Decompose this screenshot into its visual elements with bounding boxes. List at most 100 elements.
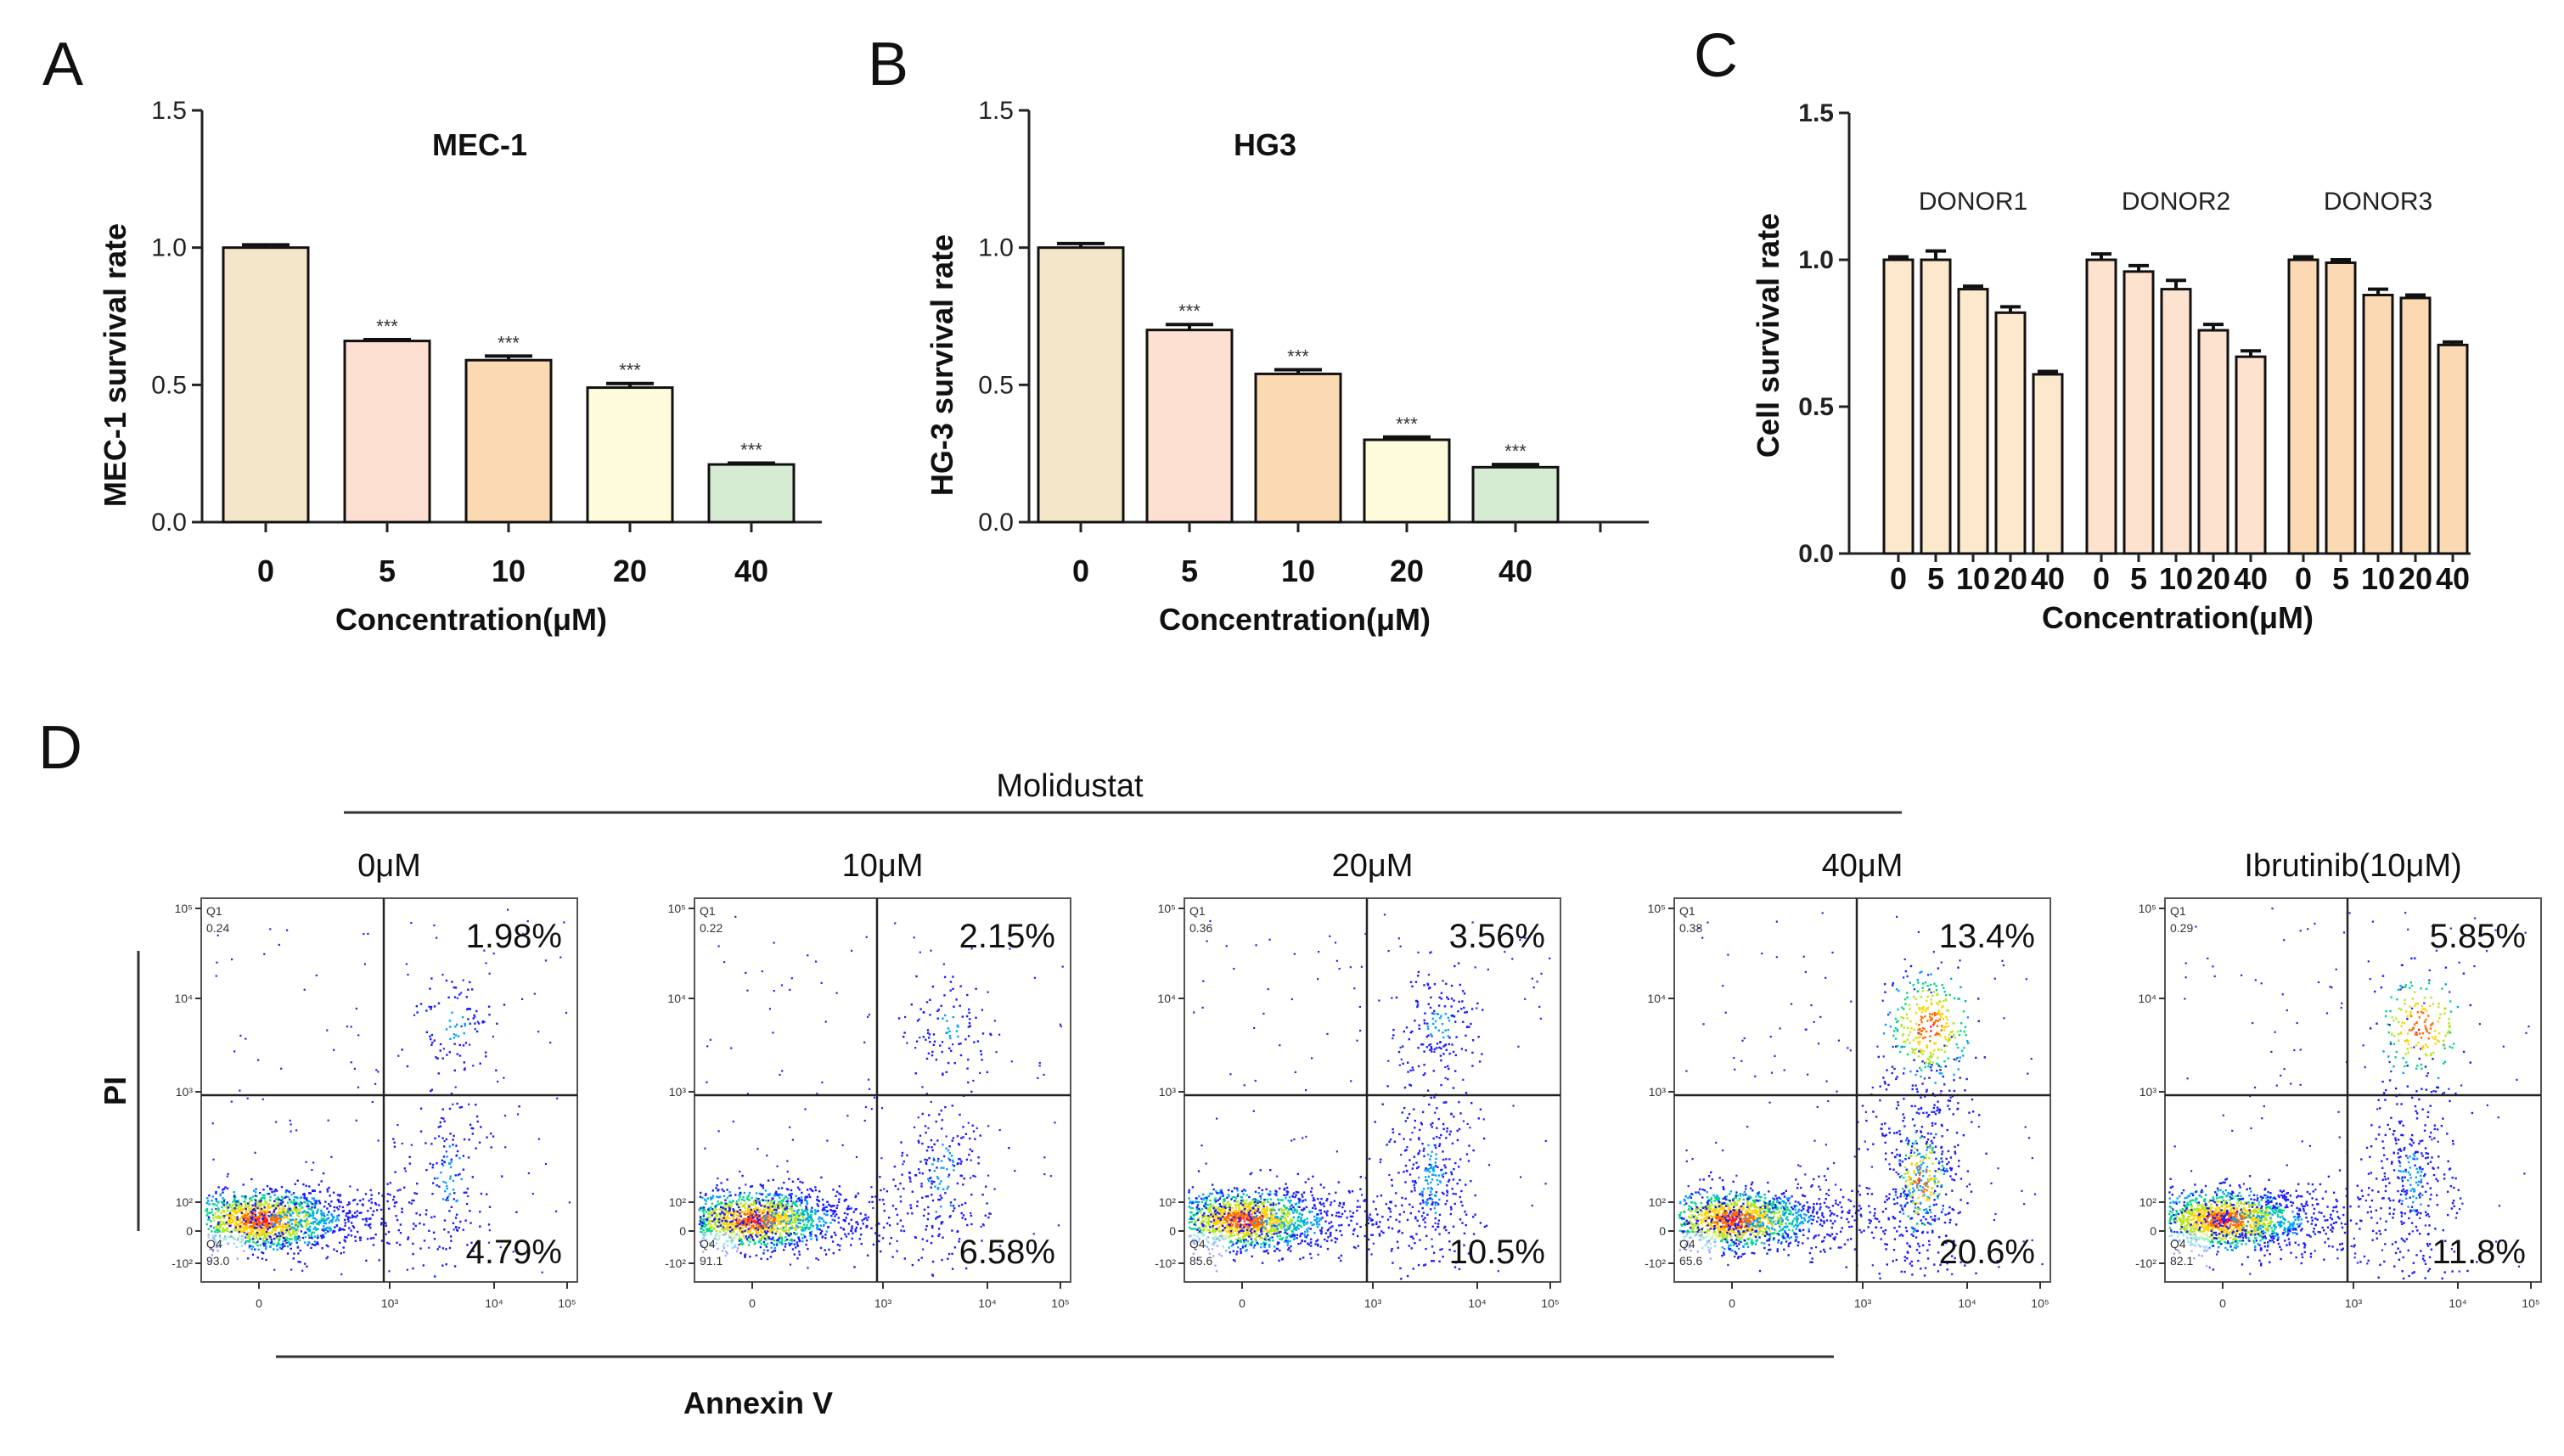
scatter-point <box>243 1228 245 1232</box>
scatter-point <box>730 1225 733 1228</box>
scatter-point <box>708 1219 711 1222</box>
scatter-point <box>306 1205 308 1208</box>
scatter-point <box>290 1123 292 1126</box>
scatter-point <box>287 1195 290 1199</box>
scatter-point <box>957 1035 959 1038</box>
scatter-point <box>770 1223 773 1225</box>
scatter-point <box>765 1195 768 1199</box>
scatter-point <box>277 1201 279 1205</box>
scatter-point <box>406 1268 408 1271</box>
late-apoptosis-percent: 1.98% <box>466 918 562 955</box>
scatter-point <box>782 1218 785 1221</box>
scatter-point <box>260 1202 262 1206</box>
scatter-point <box>466 1244 469 1246</box>
scatter-point <box>833 1211 835 1213</box>
scatter-point <box>845 1217 847 1219</box>
scatter-point <box>343 1251 346 1254</box>
scatter-point <box>942 963 945 965</box>
scatter-point <box>273 1194 276 1196</box>
scatter-point <box>751 1214 753 1217</box>
scatter-point <box>226 1187 229 1189</box>
scatter-point <box>749 1233 752 1235</box>
scatter-point <box>432 1182 435 1184</box>
y-tick-label: 0.0 <box>978 509 1014 537</box>
chart-c: Cell survival rate Concentration(μM) 0.0… <box>1751 99 2471 635</box>
scatter-point <box>1221 1208 1223 1211</box>
scatter-point <box>1250 1229 1253 1232</box>
scatter-point <box>796 1211 799 1214</box>
scatter-point <box>751 1236 754 1239</box>
scatter-point <box>1269 1190 1272 1193</box>
scatter-point <box>1207 1211 1211 1213</box>
scatter-point <box>728 1208 731 1211</box>
scatter-point <box>818 1190 821 1193</box>
scatter-point <box>970 1194 973 1196</box>
scatter-point <box>801 1229 804 1232</box>
scatter-point <box>281 1195 284 1198</box>
scatter-point <box>312 1161 315 1164</box>
scatter-point <box>816 1195 819 1199</box>
scatter-point <box>1262 1223 1264 1226</box>
scatter-point <box>700 1221 703 1223</box>
scatter-point <box>964 1217 967 1221</box>
scatter-point <box>730 1231 733 1234</box>
scatter-point <box>990 1033 992 1037</box>
scatter-point <box>918 1018 920 1020</box>
scatter-point <box>957 1162 959 1165</box>
x-tick-label: 20 <box>2196 561 2230 596</box>
scatter-point <box>267 1193 271 1195</box>
scatter-point <box>723 961 726 964</box>
scatter-point <box>1238 1228 1240 1232</box>
scatter-point <box>768 1226 772 1228</box>
scatter-point <box>281 1199 284 1202</box>
scatter-point <box>460 1178 463 1181</box>
scatter-point <box>759 1208 762 1211</box>
scatter-point <box>762 1221 765 1224</box>
scatter-point <box>282 1223 284 1226</box>
scatter-point <box>469 1210 471 1212</box>
scatter-point <box>1286 1236 1289 1239</box>
scatter-point <box>760 1257 762 1260</box>
scatter-point <box>810 1238 812 1240</box>
scatter-point <box>871 1195 874 1198</box>
scatter-point <box>1293 1237 1296 1240</box>
scatter-point <box>746 1212 749 1216</box>
scatter-point <box>393 1201 396 1204</box>
scatter-point <box>430 1216 433 1219</box>
scatter-point <box>941 1119 943 1122</box>
scatter-point <box>369 1223 372 1226</box>
scatter-point <box>277 1234 279 1238</box>
scatter-point <box>780 1205 783 1207</box>
scatter-point <box>735 1200 739 1203</box>
scatter-point <box>762 1231 765 1234</box>
y-tick-label: 0.5 <box>978 371 1014 399</box>
scatter-point <box>748 1206 751 1208</box>
scatter-point <box>278 1246 282 1249</box>
scatter-point <box>920 1256 923 1259</box>
scatter-point <box>948 1030 951 1032</box>
scatter-point <box>303 1232 306 1235</box>
scatter-point <box>286 1217 290 1220</box>
scatter-point <box>245 1195 247 1198</box>
scatter-point <box>1276 1219 1279 1222</box>
scatter-point <box>1240 1212 1243 1215</box>
scatter-point <box>1229 1241 1232 1244</box>
scatter-point <box>318 1190 322 1194</box>
scatter-point <box>768 1236 770 1239</box>
scatter-point <box>313 1240 317 1243</box>
scatter-point <box>1009 947 1011 950</box>
scatter-point <box>1265 1214 1268 1217</box>
scatter-point <box>931 1163 934 1166</box>
scatter-point <box>279 1199 283 1202</box>
scatter-point <box>273 1237 276 1240</box>
scatter-point <box>274 1228 277 1230</box>
scatter-point <box>728 1206 730 1208</box>
scatter-point <box>287 1209 290 1212</box>
scatter-point <box>326 1256 329 1258</box>
scatter-point <box>1234 1195 1236 1199</box>
scatter-point <box>773 1250 777 1252</box>
scatter-point <box>211 1122 214 1125</box>
scatter-point <box>311 1231 314 1234</box>
scatter-point <box>777 1206 779 1209</box>
scatter-point <box>748 1223 751 1226</box>
